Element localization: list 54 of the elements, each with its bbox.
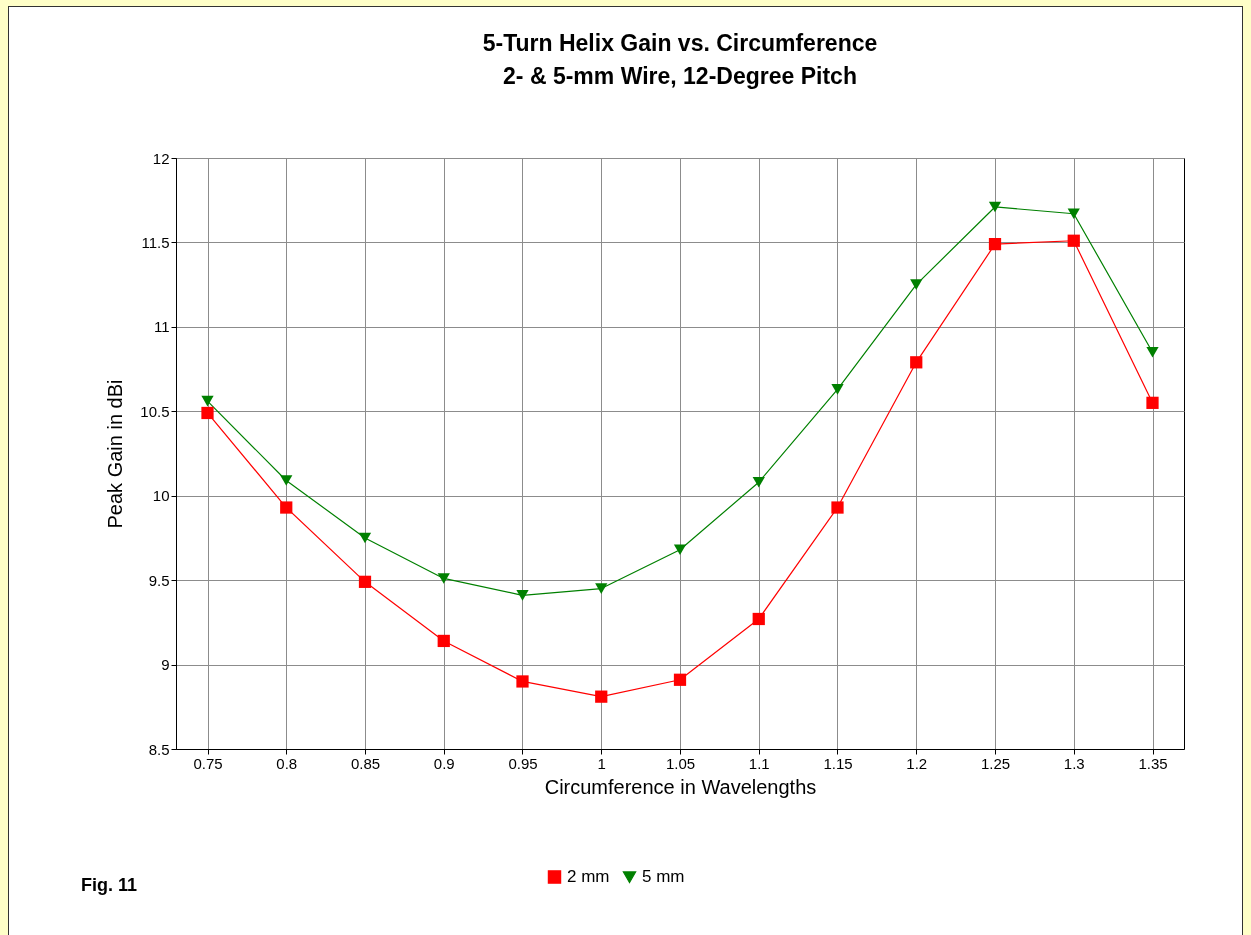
point [516, 675, 529, 688]
point [988, 201, 1002, 213]
point [673, 673, 687, 686]
point [595, 690, 608, 703]
x-tick-label: 1.35 [1138, 754, 1168, 772]
caption: Fig. 11 [81, 875, 138, 896]
legend-label: 5 mm [642, 867, 685, 887]
point [280, 475, 293, 486]
y-tick-label: 9 [161, 656, 170, 674]
point [201, 395, 214, 407]
x-tick-label: 1.3 [1063, 754, 1085, 772]
y-tick-label: 11.5 [141, 233, 170, 251]
point [910, 279, 923, 290]
point [201, 406, 214, 420]
point [831, 501, 844, 514]
point [831, 384, 844, 395]
chart-subtitle: 2- & 5-mm Wire, 12-Degree Pitch [503, 63, 857, 89]
point [437, 634, 450, 648]
x-tick-label: 1.05 [665, 754, 696, 772]
y-tick-label: 10.5 [140, 402, 170, 420]
x-tick-label: 1.25 [980, 754, 1011, 772]
legend-label: 2 mm [567, 866, 610, 886]
point [280, 501, 293, 514]
y-tick-label: 11 [153, 318, 170, 336]
y-tick-label: 12 [152, 149, 170, 167]
x-axis-title: Circumference in Wavelengths [544, 775, 817, 798]
x-tick-label: 1.15 [823, 754, 853, 772]
point [1067, 208, 1080, 220]
point [752, 476, 765, 488]
x-tick-label: 1.1 [748, 754, 770, 772]
point [358, 532, 372, 544]
point [1146, 346, 1159, 358]
point [437, 573, 450, 584]
point [595, 583, 608, 594]
point [988, 237, 1002, 251]
y-tick-label: 10 [152, 487, 170, 505]
point [1146, 396, 1159, 409]
point [910, 356, 923, 369]
y-axis-title: Peak Gain in dBi [104, 379, 127, 529]
x-tick-label: 0.95 [508, 754, 538, 772]
x-tick-label: 1.2 [906, 754, 928, 772]
y-tick-label: 9.5 [148, 571, 170, 589]
x-tick-label: 0.75 [193, 754, 223, 772]
point [673, 544, 687, 556]
x-tick-label: 0.85 [350, 754, 381, 772]
point [516, 590, 529, 601]
point [1067, 234, 1080, 247]
chart-title: 5-Turn Helix Gain vs. Circumference [482, 30, 878, 56]
x-tick-label: 0.8 [276, 754, 298, 772]
point [752, 612, 765, 626]
y-tick-label: 8.5 [148, 740, 170, 758]
point [358, 575, 372, 588]
x-tick-label: 1 [597, 754, 606, 772]
x-tick-label: 0.9 [433, 754, 455, 772]
